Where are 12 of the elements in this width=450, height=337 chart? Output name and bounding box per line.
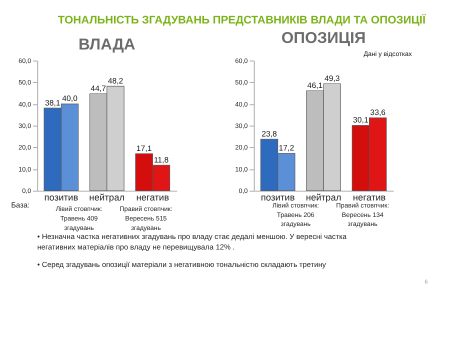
- text: База:: [11, 200, 30, 210]
- x-tick-label: нейтрал: [89, 192, 125, 202]
- text: ТОНАЛЬНІСТЬ ЗГАДУВАНЬ ПРЕДСТАВНИКІВ ВЛАДИ ТА ОПОЗИЦІЇ: [58, 13, 426, 26]
- x-tick-label: негатив: [352, 192, 386, 202]
- x-tick-label: позитив: [260, 192, 295, 202]
- text: • Незначна частка негативних згадувань про владу стає дедалі меншою. У вересні частка негативних матеріалів про владу не перевищувала 12% .: [37, 232, 348, 252]
- chart-title: ОПОЗИЦІЯ: [281, 30, 366, 47]
- x-tick-label: позитив: [44, 192, 78, 202]
- x-tick-label: нейтрал: [306, 192, 342, 202]
- text: • Серед згадувань опозиції матеріали з негативною тональністю складають третину: [37, 260, 326, 269]
- x-tick-label: негатив: [136, 192, 170, 202]
- chart-title: ВЛАДА: [78, 36, 136, 54]
